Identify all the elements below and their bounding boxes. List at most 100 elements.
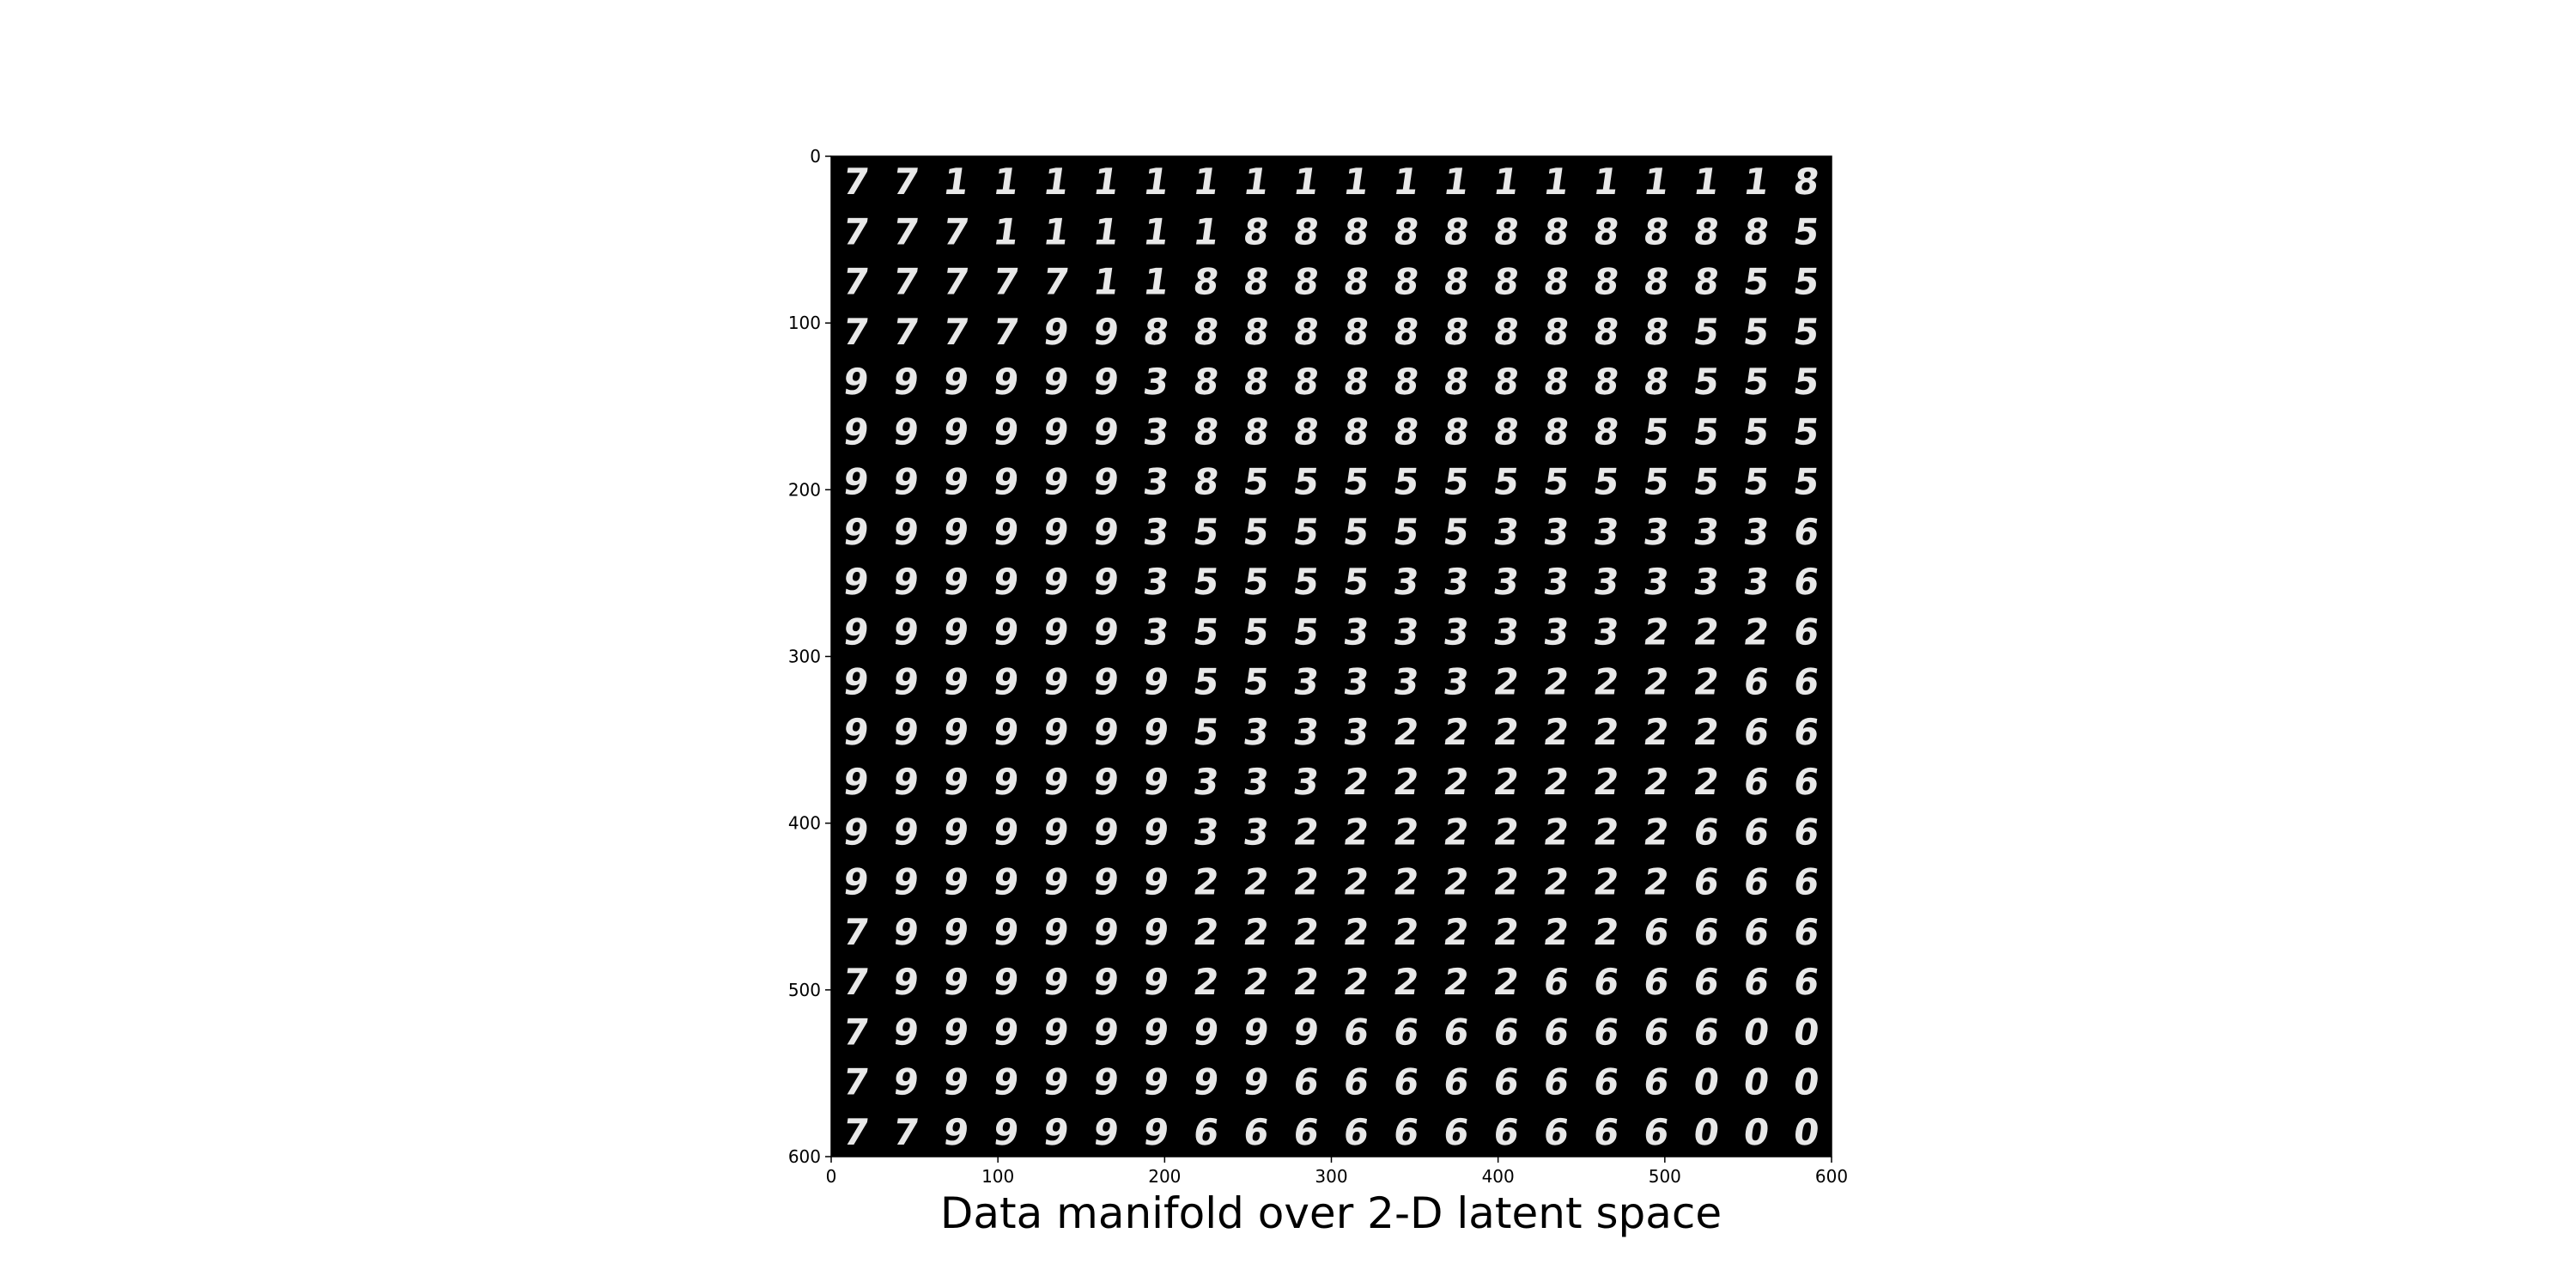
digit-cell: 3	[1741, 511, 1772, 553]
digit-cell: 9	[841, 611, 872, 653]
digit-cell: 9	[1091, 611, 1121, 653]
digit-cell: 7	[841, 261, 872, 303]
digit-cell: 2	[1241, 961, 1272, 1003]
digit-cell: 1	[1291, 161, 1321, 203]
digit-cell: 8	[1341, 361, 1372, 403]
digit-cell: 1	[1741, 161, 1772, 203]
digit-cell: 9	[890, 711, 921, 753]
digit-cell: 5	[1291, 561, 1321, 603]
digit-cell: 9	[991, 611, 1022, 653]
digit-cell: 2	[1191, 861, 1222, 903]
digit-cell: 2	[1591, 911, 1622, 953]
digit-cell: 9	[1041, 861, 1072, 903]
digit-cell: 7	[890, 261, 921, 303]
digit-cell: 6	[1741, 811, 1772, 854]
digit-cell: 5	[1241, 561, 1272, 603]
digit-cell: 5	[1341, 511, 1372, 553]
digit-cell: 6	[1191, 1111, 1222, 1153]
digit-cell: 2	[1441, 911, 1472, 953]
digit-cell: 8	[1691, 261, 1722, 303]
digit-cell: 6	[1491, 1012, 1522, 1054]
digit-cell: 9	[941, 361, 972, 403]
digit-cell: 9	[1041, 661, 1072, 703]
digit-cell: 2	[1191, 961, 1222, 1003]
digit-cell: 3	[1391, 561, 1422, 603]
digit-cell: 3	[1741, 561, 1772, 603]
digit-cell: 9	[841, 411, 872, 453]
digit-cell: 9	[1091, 1111, 1121, 1153]
digit-cell: 3	[1591, 611, 1622, 653]
digit-cell: 8	[1241, 361, 1272, 403]
digit-cell: 9	[1091, 311, 1121, 353]
digit-cell: 7	[841, 161, 872, 203]
digit-cell: 9	[941, 1012, 972, 1054]
digit-cell: 9	[1141, 1111, 1172, 1153]
digit-cell: 3	[1141, 511, 1172, 553]
digit-cell: 7	[991, 311, 1022, 353]
digit-cell: 9	[941, 561, 972, 603]
x-tick-label: 200	[1148, 1166, 1181, 1187]
x-tick-label: 600	[1815, 1166, 1848, 1187]
digit-cell: 6	[1741, 911, 1772, 953]
digit-cell: 9	[991, 1061, 1022, 1103]
digit-cell: 2	[1541, 811, 1572, 854]
digit-cell: 9	[841, 761, 872, 803]
digit-cell: 9	[941, 461, 972, 503]
digit-cell: 6	[1791, 761, 1822, 803]
digit-cell: 9	[941, 911, 972, 953]
digit-cell: 6	[1691, 961, 1722, 1003]
y-tick-label: 400	[788, 813, 821, 834]
digit-cell: 9	[1091, 411, 1121, 453]
digit-cell: 8	[1691, 211, 1722, 253]
digit-cell: 0	[1741, 1061, 1772, 1103]
digit-cell: 3	[1441, 561, 1472, 603]
digit-cell: 2	[1691, 611, 1722, 653]
digit-cell: 6	[1541, 1111, 1572, 1153]
digit-cell: 6	[1491, 1061, 1522, 1103]
digit-cell: 1	[1041, 161, 1072, 203]
digit-cell: 8	[1641, 311, 1672, 353]
digit-cell: 2	[1491, 961, 1522, 1003]
digit-cell: 5	[1441, 461, 1472, 503]
digit-cell: 9	[841, 561, 872, 603]
digit-cell: 8	[1191, 411, 1222, 453]
digit-cell: 8	[1391, 261, 1422, 303]
digit-cell: 7	[841, 1012, 872, 1054]
digit-cell: 2	[1691, 761, 1722, 803]
digit-cell: 8	[1191, 461, 1222, 503]
digit-cell: 8	[1591, 411, 1622, 453]
digit-cell: 3	[1241, 761, 1272, 803]
digit-cell: 9	[941, 711, 972, 753]
digit-cell: 9	[1091, 1012, 1121, 1054]
digit-cell: 6	[1691, 1012, 1722, 1054]
digit-cell: 8	[1641, 211, 1672, 253]
digit-cell: 2	[1441, 811, 1472, 854]
digit-cell: 8	[1491, 211, 1522, 253]
digit-cell: 8	[1291, 261, 1321, 303]
digit-cell: 9	[1041, 1012, 1072, 1054]
digit-cell: 2	[1291, 861, 1321, 903]
digit-cell: 5	[1191, 561, 1222, 603]
digit-cell: 5	[1291, 511, 1321, 553]
digit-cell: 9	[1141, 911, 1172, 953]
digit-cell: 9	[841, 661, 872, 703]
digit-cell: 1	[1391, 161, 1422, 203]
digit-cell: 7	[841, 211, 872, 253]
digit-cell: 6	[1341, 1012, 1372, 1054]
digit-cell: 5	[1291, 461, 1321, 503]
digit-cell: 3	[1691, 561, 1722, 603]
digit-cell: 8	[1191, 261, 1222, 303]
digit-cell: 8	[1291, 311, 1321, 353]
digit-cell: 8	[1141, 311, 1172, 353]
digit-cell: 6	[1791, 611, 1822, 653]
digit-cell: 8	[1541, 411, 1572, 453]
digit-cell: 9	[890, 361, 921, 403]
x-tick-label: 500	[1649, 1166, 1681, 1187]
digit-cell: 6	[1541, 1061, 1572, 1103]
digit-cell: 9	[1141, 811, 1172, 854]
digit-cell: 9	[1091, 561, 1121, 603]
digit-cell: 9	[991, 711, 1022, 753]
digit-cell: 1	[1091, 211, 1121, 253]
y-tick-label: 200	[788, 479, 821, 500]
digit-cell: 5	[1241, 611, 1272, 653]
